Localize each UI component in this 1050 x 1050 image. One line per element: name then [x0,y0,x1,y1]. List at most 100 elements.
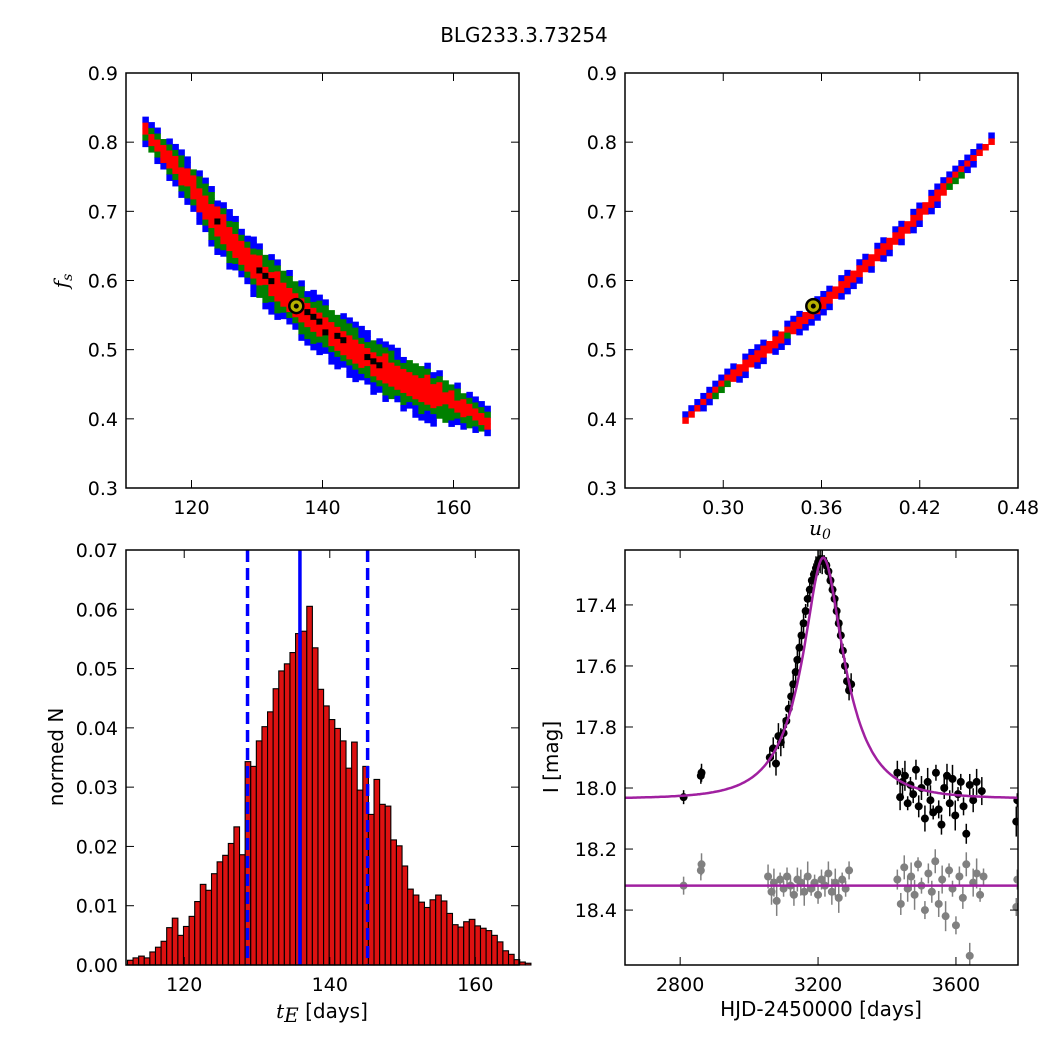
heatmap-cell [298,292,305,299]
y-tick-label: 17.8 [575,717,617,739]
heatmap-cell [754,344,761,351]
data-point [934,805,943,814]
heatmap-cell [280,306,287,314]
data-point [824,869,833,878]
x-tick-label: 0.48 [997,497,1039,519]
y-tick-label: 0.4 [88,409,118,431]
heatmap-cell [268,266,275,273]
heatmap-cell [304,303,311,310]
heatmap-cell [262,278,269,286]
heatmap-cell [400,374,407,382]
data-point [972,777,981,786]
heatmap-cell [448,414,455,421]
heatmap-cell [922,208,929,215]
heatmap-cell [886,237,893,245]
histogram-bar [468,918,476,966]
heatmap-cell [754,356,761,363]
y-tick-label: 0.4 [587,409,617,431]
data-point [783,872,792,881]
heatmap-cell [826,291,833,299]
heatmap-cell [430,390,437,397]
heatmap-cell [442,398,449,405]
heatmap-cell [382,365,389,372]
heatmap-cell [952,171,959,179]
data-point [697,860,706,869]
heatmap-cell [256,267,263,274]
heatmap-cell [340,355,347,362]
heatmap-cell [370,358,377,365]
heatmap-cell [838,287,845,294]
data-point [948,774,957,783]
heatmap-cell [304,315,311,322]
heatmap-cell [928,189,935,197]
x-axis-label: tE [days] [276,999,368,1027]
heatmap-cell [280,276,287,284]
heatmap-cell [202,207,209,215]
heatmap-cell [370,376,377,383]
histogram-bar [390,839,397,966]
heatmap-cell [334,338,341,346]
heatmap-cell [820,302,827,310]
heatmap-cell [406,360,413,367]
heatmap-cell [280,294,287,302]
heatmap-cell [172,161,179,169]
heatmap-cell [358,355,365,363]
heatmap-cell [364,372,371,379]
heatmap-cell [400,356,407,364]
heatmap-cell [250,260,257,268]
light-curve-content [625,550,1018,965]
panel-fs-vs-u0: 0.30 0.36 0.42 0.48 0.3 0.4 0.5 0.6 0.7 0.8 0.9 u0 [587,63,1039,543]
heatmap-cell [262,296,269,304]
heatmap-cell [286,275,293,283]
heatmap-cell [796,310,803,318]
y-tick-label: 0.06 [76,599,118,621]
histogram-bar [328,719,336,966]
heatmap-cell [256,285,263,292]
heatmap-cell [250,242,257,250]
heatmap-cell [394,377,401,385]
x-tick-label: 160 [435,497,471,519]
histogram-bar [429,899,437,966]
heatmap-cell [358,373,365,381]
heatmap-cell [190,187,197,194]
panel-light-curve: 2800 3200 3600 17.4 17.6 17.8 18.0 18.2 18.4 HJD… [539,549,1019,1021]
heatmap-cell [286,269,293,277]
heatmap-cell [916,208,923,216]
heatmap-cell [424,410,431,418]
heatmap-cell [700,404,707,412]
data-point [951,811,960,820]
heatmap-cell [856,265,863,272]
heatmap-cell [232,263,239,271]
heatmap-cell [874,242,881,250]
data-point [834,893,843,902]
heatmap-cell [298,310,305,317]
heatmap-cell [460,393,467,400]
histogram-bar [496,941,504,966]
histogram-bar [210,873,218,966]
heatmap-cell [274,307,281,314]
heatmap-cell [712,386,719,394]
heatmap-cell [346,329,353,336]
heatmap-cell [772,336,779,343]
model-curve [625,556,1018,800]
heatmap-cell [724,368,731,376]
heatmap-cell [706,398,713,406]
heatmap-cell [460,423,467,430]
heatmap-cell [184,180,191,187]
heatmap-cell [190,175,197,182]
heatmap-cell [946,171,953,178]
heatmap-cell [940,183,947,190]
heatmap-cell [178,173,185,180]
heatmap-cell [244,259,251,267]
heatmap-cell [934,195,941,202]
heatmap-cell [232,227,239,235]
heatmap-cell [208,240,215,247]
heatmap-cell [910,214,917,222]
data-point [909,790,918,799]
heatmap-cell [400,398,407,406]
heatmap-cell [196,200,203,207]
histogram-bar [451,924,459,966]
histogram-bar [524,962,532,966]
heatmap-cell [400,380,407,388]
heatmap-cell [142,122,149,130]
